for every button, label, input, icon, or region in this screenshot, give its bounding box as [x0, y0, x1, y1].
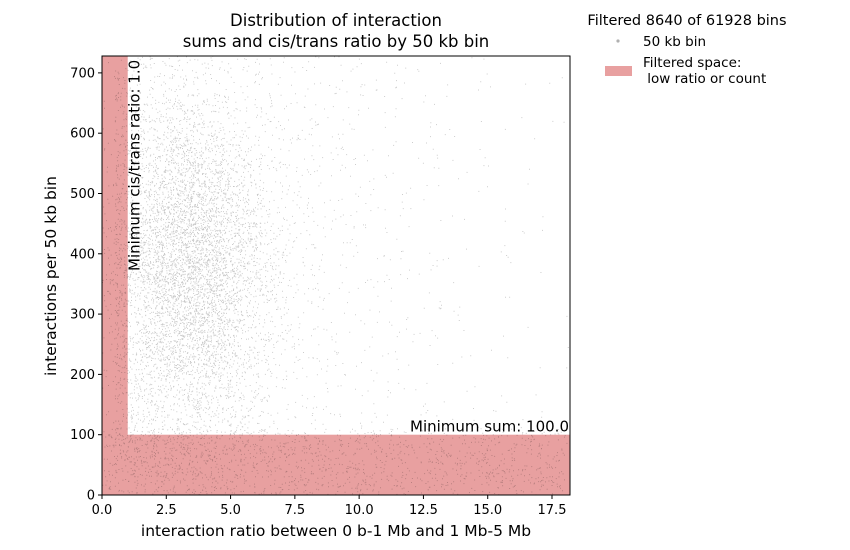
- x-axis-ticks: 0.0 2.5 5.0 7.5 10.0 12.5 15.0 17.5: [92, 495, 567, 518]
- min-ratio-annotation: Minimum cis/trans ratio: 1.0: [126, 60, 144, 271]
- y-tick-label: 400: [70, 247, 95, 262]
- y-tick-label: 200: [70, 368, 95, 383]
- legend-label-filter-line-1: Filtered space:: [643, 55, 741, 71]
- x-tick-label: 15.0: [473, 503, 502, 518]
- y-tick-label: 300: [70, 308, 95, 323]
- y-tick-label: 600: [70, 127, 95, 142]
- y-axis-label: interactions per 50 kb bin: [42, 176, 60, 376]
- plot-area: [101, 55, 571, 496]
- filter-region-low-ratio: [102, 56, 128, 495]
- plot-background: [102, 56, 570, 495]
- x-tick-label: 10.0: [345, 503, 374, 518]
- scatter-points: [102, 55, 569, 496]
- min-sum-annotation: Minimum sum: 100.0: [410, 418, 569, 436]
- legend-label-points: 50 kb bin: [643, 34, 706, 50]
- legend-point-marker: [616, 39, 620, 43]
- x-tick-label: 17.5: [538, 503, 567, 518]
- y-tick-label: 500: [70, 187, 95, 202]
- chart-title-line-2: sums and cis/trans ratio by 50 kb bin: [183, 32, 490, 51]
- data-points: [102, 55, 569, 496]
- plot-frame: [101, 55, 571, 496]
- chart-title-line-1: Distribution of interaction: [230, 11, 442, 30]
- legend-label-filter-line-2: low ratio or count: [643, 71, 766, 87]
- y-tick-label: 0: [87, 489, 95, 504]
- legend-title: Filtered 8640 of 61928 bins: [587, 13, 786, 29]
- filter-region-low-sum: [102, 434, 570, 495]
- x-tick-label: 12.5: [409, 503, 438, 518]
- x-tick-label: 5.0: [220, 503, 241, 518]
- y-tick-label: 100: [70, 428, 95, 443]
- y-axis-ticks: 0 100 200 300 400 500 600 700: [70, 66, 102, 504]
- legend-filter-patch: [605, 66, 632, 76]
- x-tick-label: 7.5: [285, 503, 306, 518]
- filter-regions: [102, 56, 570, 495]
- legend: Filtered 8640 of 61928 bins 50 kb bin Fi…: [587, 13, 786, 87]
- x-axis-label: interaction ratio between 0 b-1 Mb and 1…: [141, 522, 531, 540]
- x-tick-label: 2.5: [156, 503, 177, 518]
- y-tick-label: 700: [70, 66, 95, 81]
- x-tick-label: 0.0: [92, 503, 113, 518]
